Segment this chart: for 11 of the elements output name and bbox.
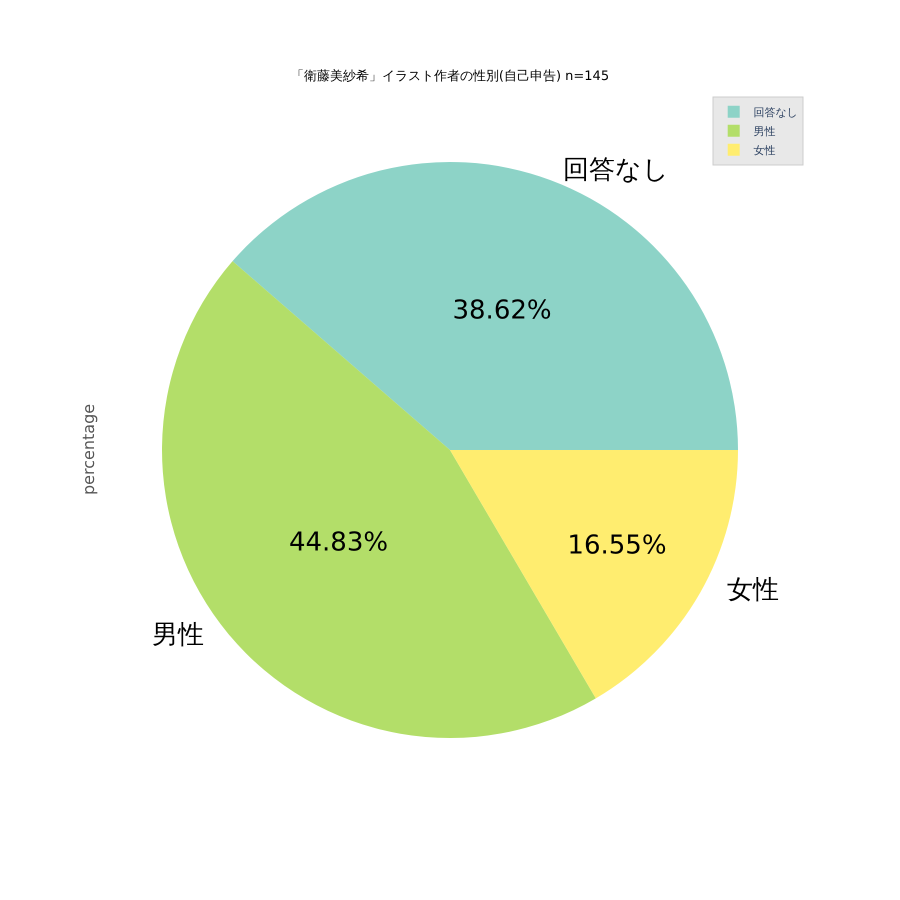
slice-label: 男性	[152, 620, 204, 650]
legend-label: 回答なし	[754, 106, 798, 120]
slice-label: 女性	[727, 575, 779, 605]
legend-label: 男性	[754, 125, 776, 138]
legend-label: 女性	[754, 144, 776, 158]
data-label: 44.83%	[288, 528, 388, 558]
data-label: 16.55%	[567, 530, 667, 561]
text: percentage	[79, 404, 98, 495]
chart-title: 「衛藤美紗希」イラスト作者の性別(自己申告) n=145	[290, 68, 610, 84]
slice-label: 回答なし	[563, 155, 669, 185]
data-label: 38.62%	[452, 296, 552, 326]
